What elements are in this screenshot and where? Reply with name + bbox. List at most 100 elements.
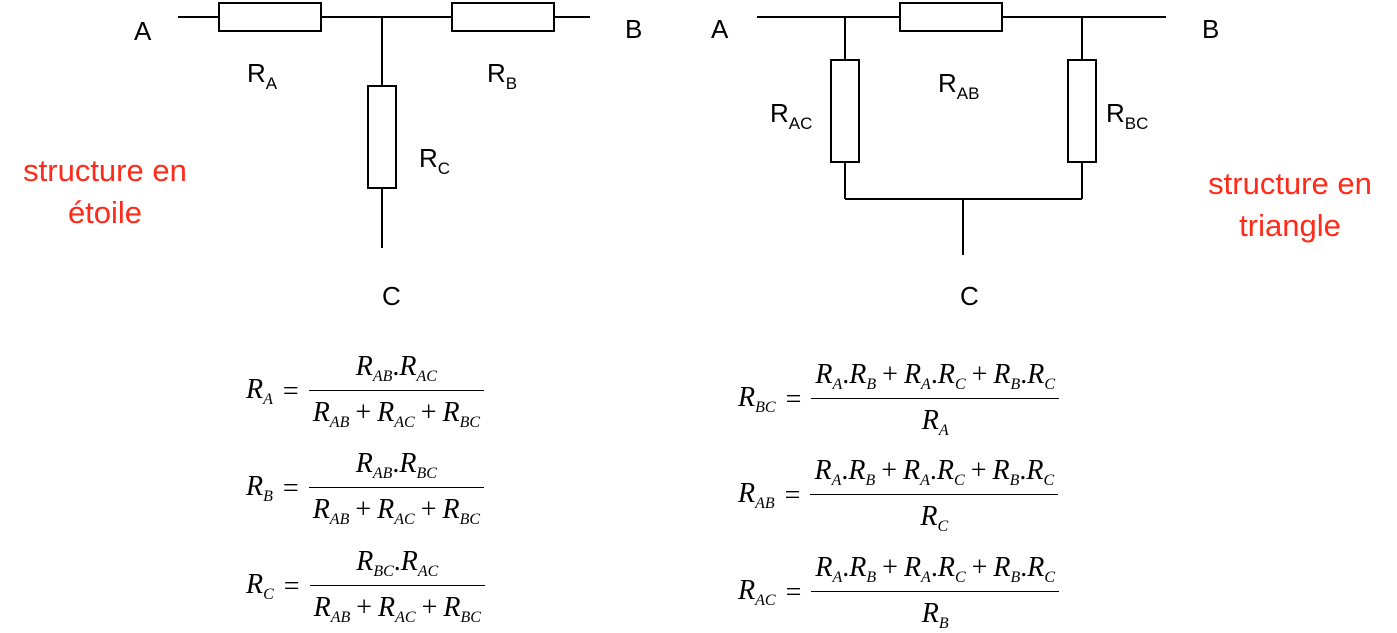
lhs-variable-sub: C	[263, 586, 274, 603]
numerator-variable-sub: AB	[372, 368, 393, 385]
numerator-variable-base: R	[399, 448, 417, 479]
numerator-variable-base: R	[937, 359, 955, 390]
denominator-variable-base: R	[313, 592, 331, 623]
numerator: RBC.RAC	[352, 546, 442, 585]
fraction: RAB.RAC RAB + RAC + RBC	[308, 351, 485, 432]
multiply-dot: .	[930, 359, 938, 390]
denominator-variable-sub: BC	[459, 414, 481, 431]
numerator-variable-base: R	[993, 552, 1011, 583]
numerator-variable: RA	[814, 455, 842, 489]
multiply-dot: .	[1019, 455, 1027, 486]
multiply-dot: .	[841, 455, 849, 486]
numerator-variable-sub: A	[920, 472, 930, 489]
denominator-variable: RB	[921, 598, 949, 632]
numerator-variable: RB	[993, 455, 1020, 489]
formula-star-rb: RB = RAB.RBC RAB + RAC + RBC	[246, 448, 485, 529]
numerator-variable-sub: A	[831, 472, 842, 489]
numerator-variable-base: R	[903, 552, 922, 583]
triangle-label-rac: RAC	[770, 98, 813, 133]
denominator: RB	[918, 592, 953, 633]
denominator-variable: RAB	[313, 397, 350, 431]
lhs-variable-sub: B	[263, 488, 273, 505]
triangle-resistor-bc	[1067, 59, 1097, 163]
operator: +	[970, 455, 987, 486]
denominator-variable-sub: B	[938, 615, 949, 632]
numerator-variable-sub: A	[921, 569, 931, 586]
multiply-dot: .	[392, 448, 400, 479]
numerator-variable-sub: B	[1009, 472, 1020, 489]
lhs-variable-base: R	[246, 471, 264, 502]
denominator-variable-base: R	[312, 494, 330, 525]
fraction: RA.RB + RA.RC + RB.RC RB	[811, 552, 1060, 633]
denominator-variable-base: R	[377, 397, 395, 428]
lhs-variable: RAB	[738, 478, 775, 513]
equals-sign: =	[282, 472, 299, 504]
numerator-variable-base: R	[937, 552, 955, 583]
numerator: RAB.RBC	[352, 448, 441, 487]
multiply-dot: .	[842, 359, 850, 390]
star-resistor-b	[451, 2, 555, 32]
triangle-circuit	[757, 2, 1166, 255]
numerator-variable: RC	[937, 359, 966, 393]
numerator-variable-sub: B	[1010, 569, 1021, 586]
numerator-variable: RAB	[356, 448, 393, 482]
multiply-dot: .	[842, 552, 850, 583]
star-resistor-c	[367, 85, 397, 189]
numerator-variable-sub: BC	[416, 465, 437, 482]
numerator-variable-base: R	[848, 455, 866, 486]
denominator-variable: RAB	[313, 592, 351, 626]
star-label-rc: RC	[419, 143, 451, 178]
numerator-variable-base: R	[1026, 455, 1044, 486]
numerator-variable: RC	[937, 552, 966, 586]
fraction-bar	[810, 494, 1059, 495]
numerator-variable: RB	[848, 455, 875, 489]
numerator-variable-sub: C	[1044, 569, 1056, 586]
fraction-bar	[811, 398, 1060, 399]
triangle-label-rbc: RBC	[1106, 98, 1149, 133]
numerator-variable: RAB	[355, 351, 393, 385]
denominator-variable-base: R	[442, 494, 460, 525]
multiply-dot: .	[392, 351, 400, 382]
numerator-variable-base: R	[399, 351, 417, 382]
denominator-variable-base: R	[921, 598, 939, 629]
fraction-bar	[811, 591, 1060, 592]
denominator-variable: RBC	[443, 397, 481, 431]
numerator-variable-base: R	[400, 546, 418, 577]
star-node-a: A	[134, 16, 152, 46]
lhs-variable-sub: AC	[755, 592, 776, 609]
lhs-variable-sub: AB	[755, 495, 775, 512]
lhs-variable-base: R	[738, 575, 756, 606]
numerator-variable-base: R	[1027, 359, 1045, 390]
numerator-variable-sub: B	[866, 569, 877, 586]
numerator-variable-base: R	[356, 546, 374, 577]
equals-sign: =	[784, 479, 801, 511]
denominator-variable-sub: C	[937, 518, 949, 535]
lhs-variable: RA	[246, 374, 273, 409]
lhs-variable: RBC	[738, 382, 776, 417]
numerator-variable: RC	[1027, 552, 1056, 586]
denominator-variable: RAC	[378, 592, 416, 626]
numerator-variable-base: R	[355, 351, 373, 382]
fraction: RBC.RAC RAB + RAC + RBC	[309, 546, 485, 627]
numerator-variable-base: R	[815, 359, 833, 390]
denominator-variable: RBC	[442, 494, 481, 528]
triangle-resistor-ab	[899, 2, 1003, 32]
denominator: RA	[918, 399, 953, 440]
multiply-dot: .	[929, 455, 937, 486]
equals-sign: =	[785, 576, 802, 608]
numerator-variable-sub: AC	[416, 368, 437, 385]
numerator-variable: RBC	[356, 546, 394, 580]
denominator-variable: RA	[922, 405, 949, 439]
denominator-variable-sub: AB	[330, 609, 351, 626]
denominator-variable: RAB	[312, 494, 350, 528]
lhs-variable: RC	[246, 569, 274, 604]
numerator-variable-sub: C	[954, 472, 965, 489]
star-node-c: C	[382, 281, 401, 311]
denominator-variable-sub: AB	[329, 414, 350, 431]
operator: +	[356, 592, 373, 623]
lhs-variable-base: R	[246, 374, 264, 405]
operator: +	[881, 455, 898, 486]
formula-triangle-rac: RAC = RA.RB + RA.RC + RB.RC RB	[738, 552, 1060, 633]
denominator-variable-base: R	[377, 494, 395, 525]
star-circuit	[178, 2, 590, 248]
